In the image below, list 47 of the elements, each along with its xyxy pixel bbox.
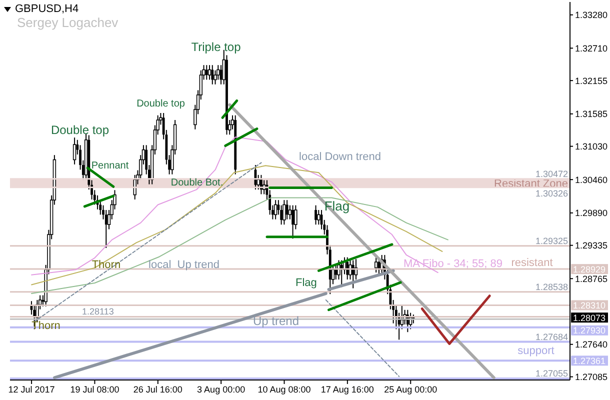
ref-line-label: 1.28929 <box>573 264 606 274</box>
annotation: Thorn <box>32 320 60 332</box>
ref-line-label: 1.27684 <box>535 332 568 342</box>
y-tick-label: 1.27085 <box>575 372 608 382</box>
ref-line-label: 1.28073 <box>573 312 606 323</box>
annotation: local Down trend <box>299 150 381 163</box>
y-tick-label: 1.30460 <box>575 174 608 185</box>
x-tick-label: 25 Aug 00:00 <box>384 384 438 394</box>
y-tick-label: 1.32155 <box>575 76 608 86</box>
band-label: Resistant Zone <box>494 178 568 190</box>
ref-line-label: 1.30472 <box>535 168 568 179</box>
annotation: Flag <box>324 198 350 214</box>
y-tick-label: 1.32710 <box>575 43 608 54</box>
annotation: resistant <box>511 256 553 269</box>
annotation: Double Bot. <box>170 178 224 188</box>
ref-line-label: 1.29325 <box>535 236 568 246</box>
annotation: support <box>518 344 554 357</box>
chart-title: GBPUSD,H4 <box>15 3 79 15</box>
x-tick-label: 12 Jul 2017 <box>8 384 55 394</box>
ref-line-label: 1.27361 <box>573 356 606 366</box>
ref-line-label: 1.28113 <box>82 306 114 317</box>
x-tick-label: 3 Aug 00:00 <box>197 384 246 394</box>
ref-line-label: 1.27055 <box>535 368 568 379</box>
annotation: Double top <box>50 123 110 138</box>
text: Sergey Logachev <box>17 15 118 30</box>
x-tick-label: 26 Jul 16:00 <box>133 384 182 394</box>
annotation: local Up trend <box>148 258 220 271</box>
x-tick-label: 17 Aug 16:00 <box>320 384 374 394</box>
ref-line-label: 1.28310 <box>573 300 606 311</box>
x-tick-label: 10 Aug 08:00 <box>258 384 311 394</box>
annotation: MA Fibo - 34; 55; 89 <box>403 258 503 270</box>
ref-line-label: 1.30326 <box>535 188 568 198</box>
annotation: Pennant <box>91 160 129 172</box>
y-tick-label: 1.29890 <box>575 208 608 218</box>
ref-line-label: 1.27930 <box>573 326 606 336</box>
x-tick-label: 19 Jul 08:00 <box>70 384 120 394</box>
y-tick-label: 1.31030 <box>575 142 608 152</box>
y-tick-label: 1.28765 <box>575 274 608 284</box>
y-tick-label: 1.33280 <box>575 10 608 20</box>
annotation: Up trend <box>252 314 300 328</box>
y-tick-label: 1.27640 <box>575 340 608 350</box>
annotation: Flag <box>296 276 317 289</box>
annotation: Triple top <box>191 40 242 54</box>
ref-line-label: 1.28538 <box>535 282 568 292</box>
y-tick-label: 1.31585 <box>575 109 608 120</box>
y-tick-label: 1.29335 <box>575 240 608 251</box>
annotation: Double top <box>136 98 186 110</box>
